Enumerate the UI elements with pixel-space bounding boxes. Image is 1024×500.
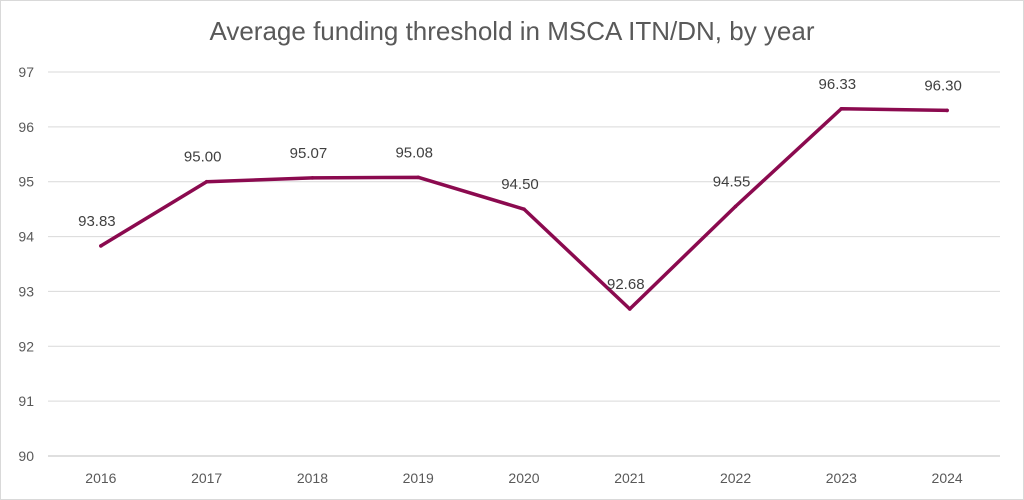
data-label: 93.83 xyxy=(78,213,116,230)
data-point xyxy=(204,179,209,184)
data-point xyxy=(416,175,421,180)
data-point xyxy=(627,307,632,311)
x-tick-label: 2022 xyxy=(720,470,751,486)
x-tick-label: 2019 xyxy=(403,470,434,486)
data-label: 92.68 xyxy=(607,276,645,293)
data-point xyxy=(310,176,315,180)
x-tick-label: 2017 xyxy=(191,470,222,486)
data-point xyxy=(839,106,844,111)
y-tick-label: 92 xyxy=(18,338,34,354)
x-tick-label: 2020 xyxy=(508,470,539,486)
y-tick-label: 93 xyxy=(18,283,34,299)
x-tick-label: 2021 xyxy=(614,470,645,486)
y-tick-label: 94 xyxy=(18,229,34,245)
x-tick-label: 2018 xyxy=(297,470,328,486)
y-tick-label: 95 xyxy=(18,174,34,190)
y-tick-label: 97 xyxy=(18,64,34,80)
data-point xyxy=(522,207,526,211)
y-tick-label: 91 xyxy=(18,393,34,409)
x-tick-label: 2016 xyxy=(85,470,116,486)
x-tick-label: 2023 xyxy=(826,470,857,486)
data-point xyxy=(945,108,949,113)
x-tick-label: 2024 xyxy=(932,470,963,486)
data-label: 94.50 xyxy=(501,176,539,193)
data-label: 96.33 xyxy=(819,76,857,93)
data-label: 94.55 xyxy=(713,173,751,190)
y-tick-label: 90 xyxy=(18,448,34,464)
data-point xyxy=(733,204,738,209)
y-tick-label: 96 xyxy=(18,119,34,135)
data-label: 96.30 xyxy=(924,77,962,94)
data-label: 95.07 xyxy=(290,145,328,162)
data-label: 95.08 xyxy=(395,144,433,161)
data-label: 95.00 xyxy=(184,149,222,166)
data-point xyxy=(99,244,103,248)
chart-title: Average funding threshold in MSCA ITN/DN… xyxy=(209,16,815,46)
